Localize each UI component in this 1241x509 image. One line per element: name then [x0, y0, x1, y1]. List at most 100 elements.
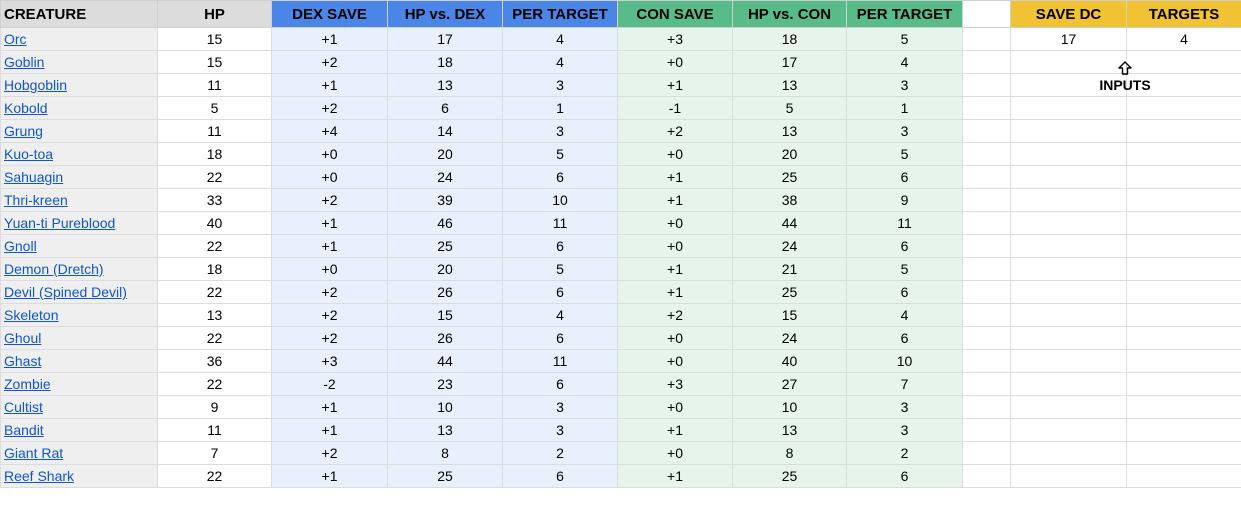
cell-per-target-con[interactable]: 3	[846, 418, 963, 442]
cell-spacer[interactable]	[962, 119, 1011, 143]
creature-link[interactable]: Ghoul	[4, 330, 42, 346]
cell-creature[interactable]: Kuo-toa	[0, 142, 158, 166]
cell-con-save[interactable]: -1	[617, 96, 733, 120]
cell-spacer[interactable]	[962, 303, 1011, 327]
cell-hp-vs-dex[interactable]: 26	[387, 326, 503, 350]
cell-per-target-con[interactable]: 11	[846, 211, 963, 235]
cell-spacer[interactable]	[962, 464, 1011, 488]
cell-con-save[interactable]: +1	[617, 464, 733, 488]
cell-con-save[interactable]: +1	[617, 188, 733, 212]
cell-hp-vs-dex[interactable]: 14	[387, 119, 503, 143]
cell-creature[interactable]: Thri-kreen	[0, 188, 158, 212]
cell-dex-save[interactable]: +2	[271, 280, 388, 304]
creature-link[interactable]: Orc	[4, 31, 27, 47]
header-con-save[interactable]: CON SAVE	[617, 0, 733, 28]
cell-per-target-con[interactable]: 10	[846, 349, 963, 373]
header-per-target-dex[interactable]: PER TARGET	[502, 0, 618, 28]
cell-creature[interactable]: Ghast	[0, 349, 158, 373]
header-hp[interactable]: HP	[157, 0, 272, 28]
cell-empty[interactable]	[1126, 234, 1241, 258]
cell-hp[interactable]: 22	[157, 280, 272, 304]
cell-empty[interactable]	[1010, 464, 1127, 488]
cell-per-target-con[interactable]: 2	[846, 441, 963, 465]
cell-per-target-dex[interactable]: 6	[502, 326, 618, 350]
creature-link[interactable]: Bandit	[4, 422, 44, 438]
cell-hp-vs-con[interactable]: 38	[732, 188, 847, 212]
cell-hp[interactable]: 22	[157, 165, 272, 189]
cell-hp-vs-dex[interactable]: 23	[387, 372, 503, 396]
cell-hp-vs-dex[interactable]: 24	[387, 165, 503, 189]
cell-dex-save[interactable]: +1	[271, 464, 388, 488]
cell-con-save[interactable]: +2	[617, 119, 733, 143]
cell-hp[interactable]: 36	[157, 349, 272, 373]
cell-per-target-dex[interactable]: 11	[502, 211, 618, 235]
cell-hp-vs-dex[interactable]: 25	[387, 464, 503, 488]
cell-empty[interactable]	[1010, 73, 1127, 97]
cell-creature[interactable]: Demon (Dretch)	[0, 257, 158, 281]
cell-empty[interactable]	[1126, 119, 1241, 143]
cell-per-target-dex[interactable]: 4	[502, 50, 618, 74]
cell-hp-vs-con[interactable]: 27	[732, 372, 847, 396]
creature-link[interactable]: Yuan-ti Pureblood	[4, 215, 116, 231]
cell-hp-vs-con[interactable]: 18	[732, 27, 847, 51]
cell-empty[interactable]	[1010, 303, 1127, 327]
cell-empty[interactable]	[1010, 50, 1127, 74]
cell-creature[interactable]: Grung	[0, 119, 158, 143]
cell-hp-vs-dex[interactable]: 18	[387, 50, 503, 74]
creature-link[interactable]: Skeleton	[4, 307, 59, 323]
creature-link[interactable]: Thri-kreen	[4, 192, 68, 208]
cell-empty[interactable]	[1126, 188, 1241, 212]
cell-hp-vs-con[interactable]: 25	[732, 280, 847, 304]
cell-per-target-dex[interactable]: 6	[502, 234, 618, 258]
cell-hp[interactable]: 11	[157, 73, 272, 97]
creature-link[interactable]: Devil (Spined Devil)	[4, 284, 127, 300]
cell-per-target-con[interactable]: 5	[846, 257, 963, 281]
cell-spacer[interactable]	[962, 73, 1011, 97]
cell-creature[interactable]: Yuan-ti Pureblood	[0, 211, 158, 235]
cell-per-target-dex[interactable]: 5	[502, 142, 618, 166]
creature-link[interactable]: Zombie	[4, 376, 51, 392]
cell-empty[interactable]	[1010, 119, 1127, 143]
cell-empty[interactable]	[1126, 326, 1241, 350]
cell-empty[interactable]	[1010, 326, 1127, 350]
header-hp-vs-con[interactable]: HP vs. CON	[732, 0, 847, 28]
cell-con-save[interactable]: +0	[617, 395, 733, 419]
cell-hp-vs-dex[interactable]: 10	[387, 395, 503, 419]
cell-per-target-dex[interactable]: 1	[502, 96, 618, 120]
cell-empty[interactable]	[1010, 257, 1127, 281]
cell-hp-vs-dex[interactable]: 26	[387, 280, 503, 304]
cell-hp-vs-con[interactable]: 44	[732, 211, 847, 235]
header-creature[interactable]: CREATURE	[0, 0, 158, 28]
creature-link[interactable]: Demon (Dretch)	[4, 261, 104, 277]
cell-empty[interactable]	[1010, 142, 1127, 166]
cell-dex-save[interactable]: +1	[271, 395, 388, 419]
cell-spacer[interactable]	[962, 349, 1011, 373]
cell-creature[interactable]: Ghoul	[0, 326, 158, 350]
cell-hp[interactable]: 22	[157, 372, 272, 396]
cell-spacer[interactable]	[962, 211, 1011, 235]
cell-hp[interactable]: 7	[157, 441, 272, 465]
cell-spacer[interactable]	[962, 441, 1011, 465]
cell-con-save[interactable]: +0	[617, 441, 733, 465]
cell-dex-save[interactable]: +1	[271, 73, 388, 97]
header-targets[interactable]: TARGETS	[1126, 0, 1241, 28]
cell-creature[interactable]: Devil (Spined Devil)	[0, 280, 158, 304]
cell-hp[interactable]: 15	[157, 27, 272, 51]
cell-per-target-con[interactable]: 7	[846, 372, 963, 396]
cell-dex-save[interactable]: +4	[271, 119, 388, 143]
cell-spacer[interactable]	[962, 142, 1011, 166]
cell-dex-save[interactable]: +2	[271, 50, 388, 74]
cell-creature[interactable]: Gnoll	[0, 234, 158, 258]
cell-hp-vs-dex[interactable]: 13	[387, 418, 503, 442]
cell-per-target-con[interactable]: 4	[846, 303, 963, 327]
cell-creature[interactable]: Reef Shark	[0, 464, 158, 488]
cell-empty[interactable]	[1126, 257, 1241, 281]
cell-con-save[interactable]: +1	[617, 257, 733, 281]
cell-per-target-dex[interactable]: 3	[502, 119, 618, 143]
cell-spacer[interactable]	[962, 234, 1011, 258]
creature-link[interactable]: Kobold	[4, 100, 48, 116]
cell-hp-vs-dex[interactable]: 15	[387, 303, 503, 327]
cell-con-save[interactable]: +1	[617, 165, 733, 189]
cell-hp-vs-dex[interactable]: 8	[387, 441, 503, 465]
cell-spacer[interactable]	[962, 395, 1011, 419]
